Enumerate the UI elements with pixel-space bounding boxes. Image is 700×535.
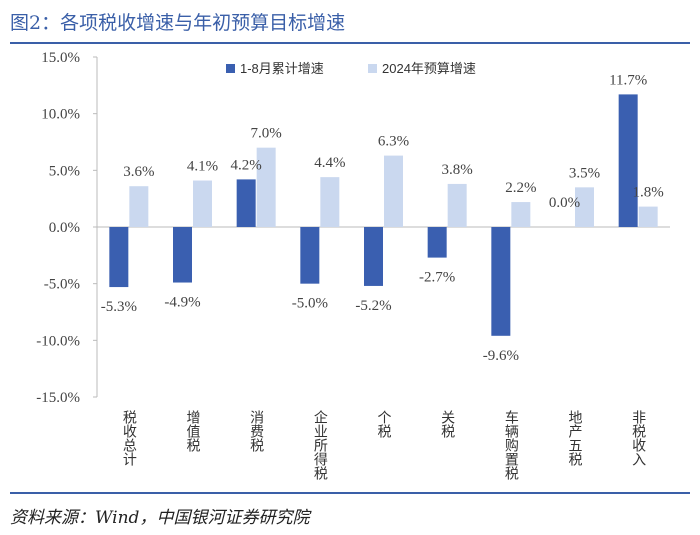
y-tick-label: 15.0% (41, 50, 80, 66)
data-label-budget: 2.2% (505, 180, 536, 196)
y-tick-label: 0.0% (49, 220, 80, 236)
data-label-budget: 4.1% (187, 159, 218, 175)
bar-ytd-growth (364, 227, 383, 286)
x-category-label: 车辆购置税 (503, 409, 519, 481)
y-axis: 15.0% 10.0% 5.0% 0.0% -5.0% -10.0% -15.0% (36, 50, 670, 406)
data-label-ytd: -5.3% (101, 299, 137, 315)
bar-budget-growth (511, 202, 531, 227)
y-tick-label: 10.0% (41, 107, 80, 123)
data-label-budget: 4.4% (314, 155, 345, 171)
chart-title: 图2：各项税收增速与年初预算目标增速 (10, 12, 346, 34)
legend-swatch (226, 64, 235, 73)
data-label-ytd: -2.7% (419, 270, 455, 286)
data-label-budget: 3.8% (442, 162, 473, 178)
data-label-ytd: 4.2% (231, 157, 262, 173)
bar-budget-growth (129, 186, 149, 227)
data-labels: -5.3% 3.6% -4.9% 4.1% 4.2% 7.0% -5.0% 4.4% -5.2%… (101, 72, 664, 363)
x-category-label: 非税收入 (630, 410, 646, 466)
x-category-label: 关税 (439, 410, 455, 439)
bar-ytd-growth (300, 227, 320, 284)
bar-budget-growth (447, 183, 467, 227)
title-rule (10, 42, 690, 44)
bar-budget-growth (320, 177, 340, 227)
bar-budget-growth (638, 206, 658, 227)
data-label-budget: 3.6% (123, 164, 154, 180)
data-label-ytd: 11.7% (609, 72, 647, 88)
data-label-ytd: -5.2% (355, 298, 391, 314)
bar-budget-growth (384, 155, 403, 227)
bar-budget-growth (193, 180, 212, 227)
bar-budget-growth (575, 187, 594, 227)
bar-ytd-growth (109, 227, 129, 288)
legend-swatch (368, 64, 377, 73)
bar-ytd-growth (236, 179, 256, 227)
legend-label: 1-8月累计增速 (240, 61, 324, 76)
data-label-budget: 6.3% (378, 134, 409, 150)
x-category-label: 个税 (376, 410, 392, 439)
x-axis-categories: 税收总计 增值税 消费税 企业所得税 个税 关税 车辆购置税 地产五税 非税收入 (121, 409, 646, 481)
bars (109, 94, 658, 336)
data-label-budget: 3.5% (569, 165, 600, 181)
bar-ytd-growth (427, 227, 447, 258)
legend: 1-8月累计增速 2024年预算增速 (226, 61, 476, 76)
x-category-label: 增值税 (185, 410, 201, 453)
bar-ytd-growth (618, 94, 638, 228)
source-note: 资料来源：Wind，中国银河证券研究院 (10, 508, 310, 528)
legend-label: 2024年预算增速 (382, 61, 476, 76)
x-category-label: 税收总计 (121, 410, 137, 466)
y-tick-label: -5.0% (44, 277, 80, 293)
data-label-ytd: 0.0% (549, 195, 580, 211)
data-label-ytd: -4.9% (164, 295, 200, 311)
data-label-budget: 1.8% (633, 185, 664, 201)
data-label-ytd: -5.0% (292, 296, 328, 312)
data-label-budget: 7.0% (251, 126, 282, 142)
footer-rule (10, 492, 690, 494)
bar-budget-growth (256, 147, 276, 227)
x-category-label: 企业所得税 (312, 409, 328, 481)
bar-ytd-growth (491, 227, 511, 336)
bar-ytd-growth (173, 227, 192, 283)
y-tick-label: -15.0% (36, 390, 80, 406)
data-label-ytd: -9.6% (483, 348, 519, 364)
y-tick-label: 5.0% (49, 163, 80, 179)
x-category-label: 地产五税 (567, 410, 583, 467)
x-category-label: 消费税 (248, 410, 264, 453)
y-tick-label: -10.0% (36, 333, 80, 349)
